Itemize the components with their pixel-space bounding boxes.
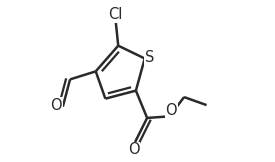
Text: O: O <box>50 98 62 113</box>
Text: S: S <box>145 50 154 65</box>
Text: O: O <box>166 103 177 118</box>
Text: O: O <box>128 142 140 157</box>
Text: Cl: Cl <box>108 7 122 22</box>
